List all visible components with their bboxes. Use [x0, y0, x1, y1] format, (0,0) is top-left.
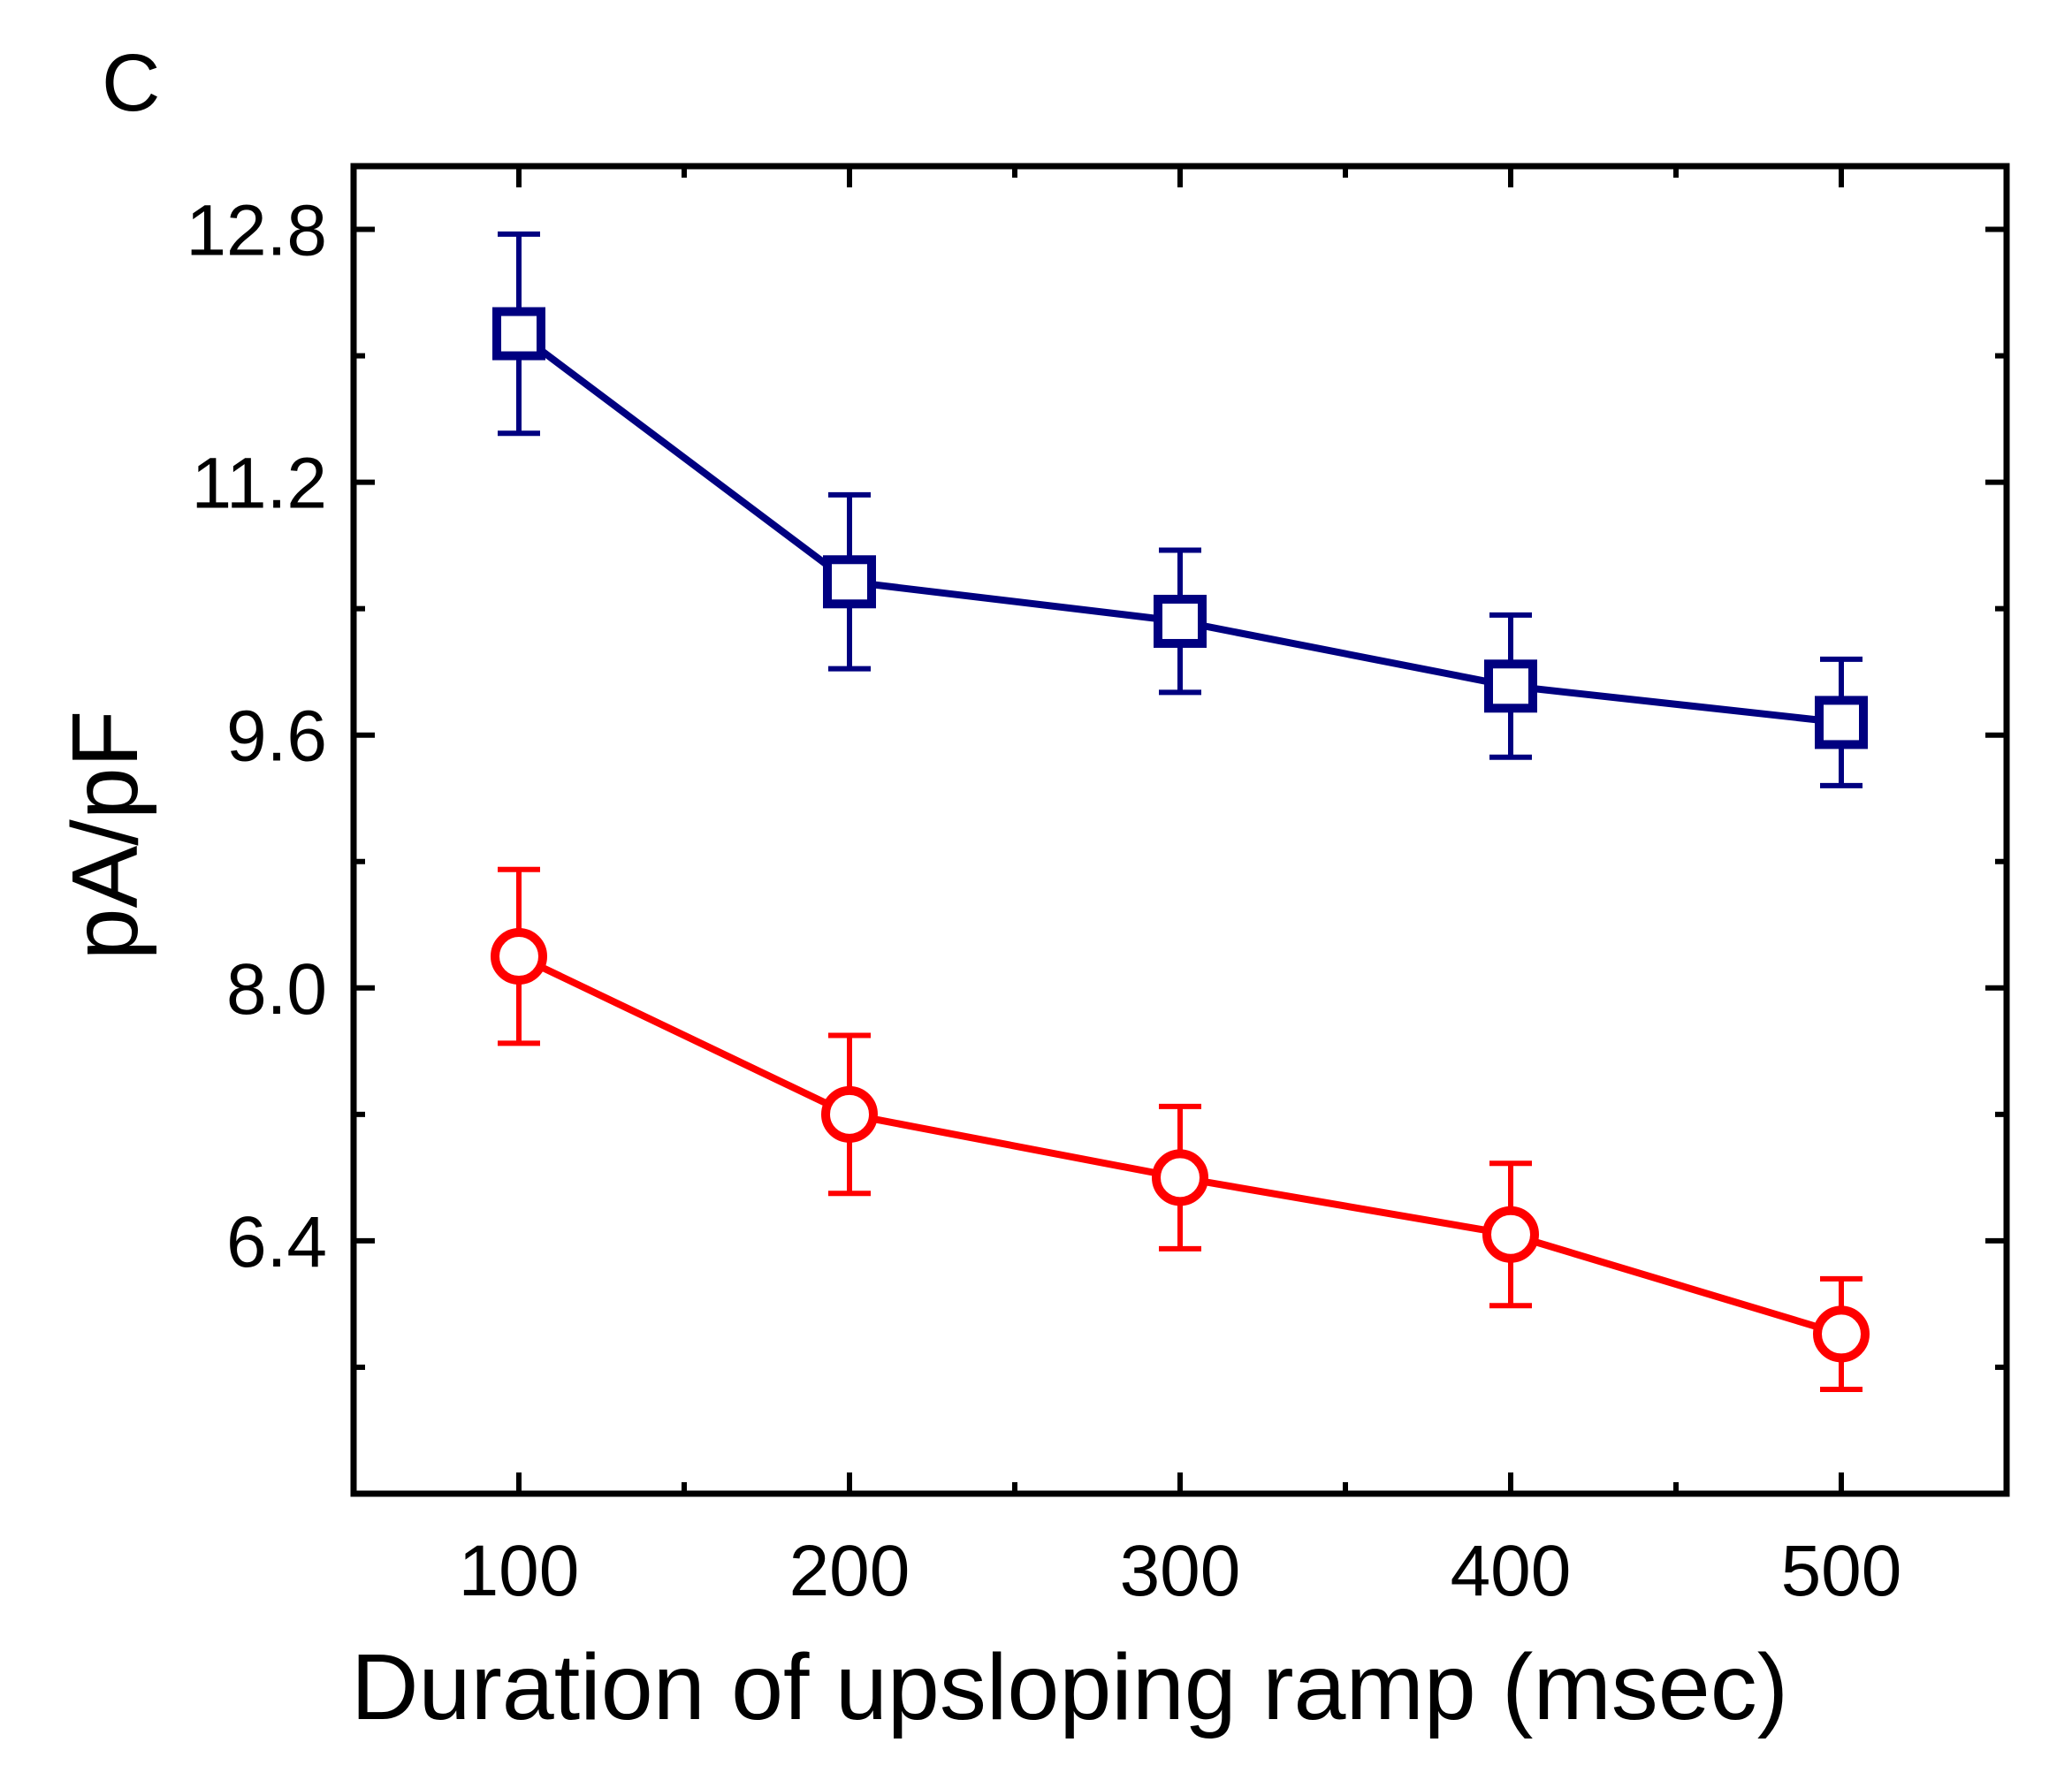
y-tick-label: 6.4: [226, 1202, 327, 1282]
x-tick-label: 500: [1781, 1531, 1902, 1611]
y-tick-label: 11.2: [191, 444, 327, 524]
data-point-square: [492, 307, 545, 361]
data-point-square: [1815, 696, 1868, 749]
y-tick-label: 9.6: [226, 696, 327, 777]
data-point-circle: [491, 928, 547, 985]
x-tick-label: 100: [459, 1531, 580, 1611]
x-tick-label: 300: [1120, 1531, 1241, 1611]
series-layer: [491, 231, 1870, 1392]
y-tick-label: 8.0: [226, 949, 327, 1030]
axes: 100 200 300 400 500 6.4 8.0 9.6 11.2 12.8: [186, 163, 2010, 1611]
data-point-square: [1484, 659, 1537, 713]
plot-frame: [350, 163, 2010, 1497]
data-point-circle: [1482, 1206, 1539, 1263]
x-tick-label: 400: [1451, 1531, 1572, 1611]
y-axis-label: pA/pF: [53, 711, 157, 961]
data-point-circle: [821, 1085, 878, 1143]
data-point-square: [1154, 594, 1207, 648]
series-circles: [491, 866, 1870, 1392]
data-point-square: [823, 555, 876, 609]
y-tick-label: 12.8: [186, 191, 327, 271]
x-tick-label: 200: [789, 1531, 910, 1611]
series-squares: [492, 231, 1868, 788]
x-axis-label: Duration of upsloping ramp (msec): [351, 1635, 1788, 1739]
panel-label: C: [102, 38, 160, 128]
data-point-circle: [1152, 1149, 1208, 1206]
data-point-circle: [1813, 1305, 1870, 1363]
